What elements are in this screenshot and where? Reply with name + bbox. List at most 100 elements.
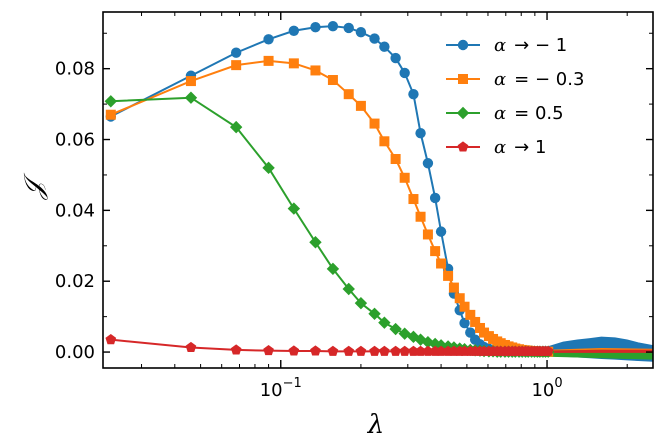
y-tick-label: 0.00 [55, 342, 95, 363]
data-point [354, 296, 368, 310]
data-point [355, 26, 367, 38]
data-point [422, 229, 433, 240]
series-3 [104, 91, 555, 358]
data-point [369, 118, 380, 129]
data-point [343, 22, 354, 34]
data-point [459, 317, 470, 329]
axes: 0.00 0.02 0.04 0.06 0.08 10−1 100 [55, 12, 653, 401]
data-point [104, 95, 117, 108]
legend-label: α → − 1 [494, 35, 567, 56]
data-point [542, 345, 554, 356]
data-point [399, 172, 410, 183]
legend-item-3: α = 0.5 [446, 103, 564, 124]
data-point [263, 55, 274, 66]
series-tails [547, 336, 653, 362]
data-point [378, 316, 391, 329]
data-point [326, 262, 340, 276]
data-point [263, 345, 274, 356]
legend-label: α = 0.5 [494, 103, 564, 124]
data-point [310, 22, 321, 33]
data-point [184, 91, 198, 104]
data-point [422, 345, 434, 356]
data-point [105, 334, 117, 345]
series-4 [105, 334, 554, 356]
series-2 [105, 55, 554, 357]
legend-marker [456, 106, 470, 120]
data-point [465, 309, 476, 320]
data-point [342, 282, 355, 296]
data-point [408, 345, 419, 356]
data-point [408, 88, 419, 100]
y-tick-label: 0.06 [55, 130, 95, 151]
data-point [327, 20, 339, 32]
series-1 [105, 20, 554, 357]
legend-item-1: α → − 1 [446, 35, 567, 56]
data-point [379, 41, 390, 52]
y-tick-label: 0.02 [55, 271, 95, 292]
data-point [369, 33, 380, 44]
data-point [399, 67, 410, 79]
data-point [368, 307, 381, 321]
data-point [399, 345, 411, 356]
data-point [355, 345, 367, 356]
data-point [379, 136, 390, 147]
data-point [389, 322, 402, 336]
data-point [327, 345, 339, 356]
data-point [415, 211, 426, 222]
y-axis-title: 𝒥 [19, 172, 49, 201]
data-point [185, 76, 196, 87]
data-point [185, 341, 197, 352]
x-tick-label: 100 [531, 376, 562, 401]
data-point [390, 52, 401, 64]
data-point [435, 345, 447, 356]
data-point [288, 25, 300, 36]
data-point [230, 344, 242, 355]
legend-label: α → 1 [494, 137, 546, 158]
data-point [379, 345, 390, 356]
data-point [390, 345, 401, 356]
data-point [355, 100, 366, 111]
series-layer [104, 20, 555, 358]
legend-marker [458, 74, 468, 84]
data-point [288, 58, 299, 69]
data-point [415, 127, 426, 139]
y-tick-label: 0.08 [55, 59, 95, 80]
data-point [327, 75, 338, 86]
legend-label: α = − 0.3 [494, 69, 584, 90]
legend-item-4: α → 1 [446, 137, 546, 158]
data-point [105, 109, 116, 120]
legend: α → − 1 α = − 0.3 α = 0.5 α → 1 [446, 35, 584, 158]
data-point [309, 236, 322, 249]
data-point [443, 270, 454, 281]
data-point [343, 89, 354, 100]
data-point [435, 226, 447, 237]
x-tick-label: 10−1 [260, 376, 302, 401]
data-point [459, 301, 470, 312]
data-point [415, 345, 426, 356]
data-point [229, 120, 243, 134]
series-tail-4 [547, 349, 653, 353]
data-point [263, 34, 274, 45]
data-point [390, 154, 401, 165]
data-point [454, 293, 465, 304]
data-point [310, 345, 321, 356]
data-point [262, 161, 275, 175]
series-line-1 [110, 25, 549, 353]
data-point [408, 194, 419, 205]
x-axis-title: λ [367, 410, 384, 440]
data-point [287, 202, 301, 215]
data-point [231, 60, 242, 71]
plot-frame [102, 11, 654, 369]
data-point [429, 192, 441, 204]
data-point [310, 65, 321, 76]
legend-marker [457, 141, 469, 152]
data-point [369, 345, 380, 356]
data-point [436, 258, 447, 269]
data-point [430, 246, 441, 257]
series-line-3 [110, 96, 549, 353]
data-point [448, 282, 459, 293]
series-line-2 [110, 59, 549, 353]
data-point [422, 158, 434, 169]
legend-item-2: α = − 0.3 [446, 69, 584, 90]
